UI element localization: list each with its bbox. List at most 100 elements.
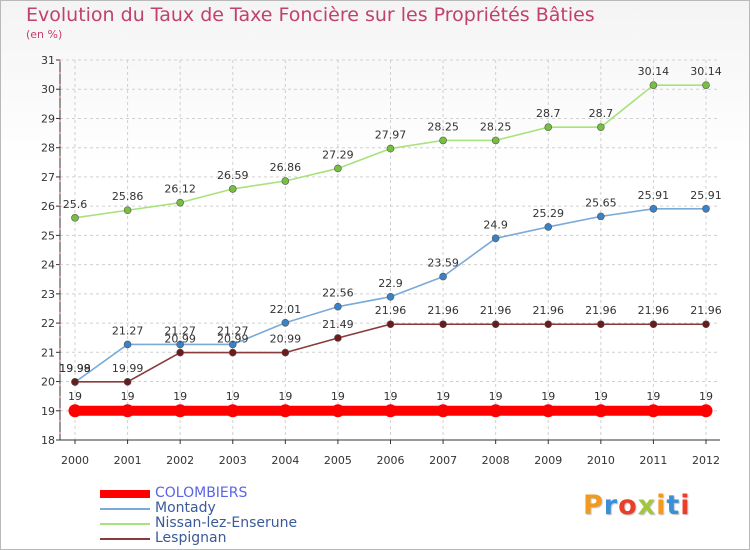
y-tick-label: 20: [41, 376, 55, 389]
x-tick-label: 2009: [534, 454, 562, 467]
data-point: [176, 340, 184, 349]
y-tick-label: 26: [41, 200, 55, 213]
data-label: 19: [384, 390, 398, 403]
data-point: [228, 185, 237, 193]
data-point: [386, 144, 395, 153]
data-label: 23.59: [427, 257, 459, 270]
logo-letter: x: [637, 490, 657, 521]
data-point: [646, 404, 660, 418]
data-label: 25.65: [585, 196, 617, 209]
data-point: [544, 123, 553, 132]
data-label: 19.98: [59, 362, 91, 375]
data-point: [702, 204, 710, 213]
data-label: 26.59: [217, 169, 249, 182]
data-label: 21.96: [480, 304, 512, 317]
data-label: 19: [68, 390, 82, 403]
data-point: [71, 378, 79, 386]
data-point: [281, 348, 290, 357]
data-label: 27.97: [375, 129, 407, 142]
data-point: [71, 214, 79, 222]
data-point: [541, 404, 555, 418]
data-label: 30.14: [690, 65, 722, 78]
legend-label: Montady: [155, 500, 216, 516]
logo-letter: i: [680, 490, 691, 521]
data-label: 19.99: [112, 362, 144, 375]
x-tick-label: 2001: [114, 454, 142, 467]
data-point: [123, 340, 132, 349]
y-tick-label: 31: [41, 54, 55, 67]
data-label: 20.99: [270, 333, 302, 346]
y-tick-label: 25: [41, 229, 55, 242]
data-label: 21.96: [375, 304, 407, 317]
data-point: [121, 404, 135, 418]
data-point: [649, 81, 658, 89]
logo-letter: t: [666, 490, 681, 521]
y-tick-label: 18: [41, 434, 55, 447]
data-point: [594, 404, 608, 418]
logo-letter: P: [583, 490, 604, 521]
data-point: [491, 136, 500, 145]
data-label: 27.29: [322, 148, 354, 161]
x-tick-label: 2008: [482, 454, 510, 467]
data-point: [226, 404, 240, 418]
data-label: 19: [331, 390, 345, 403]
data-label: 19: [699, 390, 713, 403]
data-label: 25.29: [533, 207, 565, 220]
data-label: 22.01: [270, 303, 302, 316]
data-point: [281, 318, 290, 327]
data-point: [544, 320, 553, 329]
data-label: 28.25: [480, 120, 512, 133]
data-point: [176, 198, 184, 207]
x-tick-label: 2010: [587, 454, 615, 467]
x-tick-label: 2002: [166, 454, 194, 467]
y-tick-label: 22: [41, 317, 55, 330]
data-label: 19: [173, 390, 187, 403]
data-point: [334, 302, 342, 311]
logo-letter: r: [603, 490, 619, 521]
data-point: [491, 234, 500, 243]
legend-swatch: [100, 538, 150, 540]
x-tick-label: 2006: [377, 454, 405, 467]
data-point: [331, 404, 345, 418]
data-label: 25.91: [638, 189, 670, 202]
data-point: [649, 204, 658, 213]
data-label: 22.56: [322, 287, 354, 300]
data-label: 30.14: [638, 65, 670, 78]
data-point: [439, 320, 447, 329]
data-label: 19: [121, 390, 135, 403]
logo-letter: o: [618, 490, 638, 521]
data-label: 21.96: [585, 304, 617, 317]
data-label: 21.27: [164, 324, 196, 337]
proxiti-logo: Proxiti: [583, 490, 691, 521]
data-point: [278, 404, 292, 418]
data-label: 22.9: [378, 277, 403, 290]
x-tick-label: 2000: [61, 454, 89, 467]
data-point: [489, 404, 503, 418]
data-label: 21.96: [638, 304, 670, 317]
data-label: 21.96: [690, 304, 722, 317]
data-label: 21.96: [427, 304, 459, 317]
data-point: [597, 123, 605, 132]
data-label: 25.6: [63, 198, 88, 211]
data-point: [228, 340, 237, 349]
data-label: 28.25: [427, 120, 459, 133]
data-label: 19: [594, 390, 608, 403]
y-axis-unit: (en %): [26, 28, 63, 41]
y-tick-label: 21: [41, 346, 55, 359]
data-label: 19: [646, 390, 660, 403]
data-label: 21.96: [533, 304, 565, 317]
data-label: 25.91: [690, 189, 722, 202]
data-point: [702, 81, 710, 89]
data-point: [68, 404, 82, 418]
data-point: [649, 320, 658, 329]
data-point: [228, 348, 237, 357]
data-point: [597, 212, 605, 221]
data-label: 28.7: [589, 107, 614, 120]
y-tick-label: 24: [41, 259, 55, 272]
data-label: 19: [278, 390, 292, 403]
y-tick-label: 19: [41, 405, 55, 418]
x-tick-label: 2005: [324, 454, 352, 467]
legend-swatch: [100, 508, 150, 510]
